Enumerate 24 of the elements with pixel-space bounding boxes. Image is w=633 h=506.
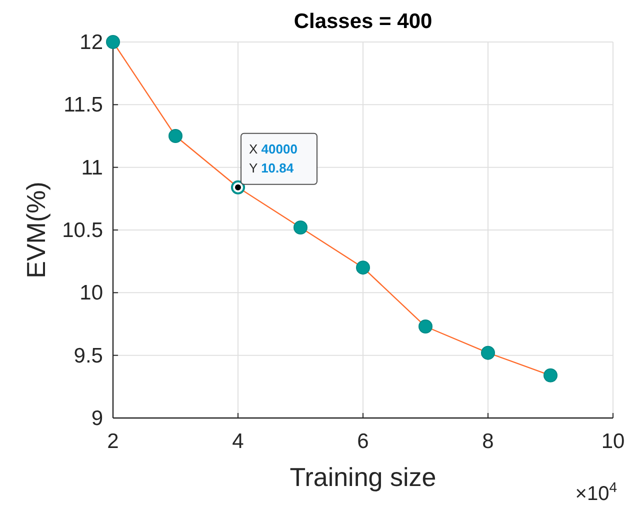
point [168,129,182,143]
y-tick-label: 10 [80,282,103,305]
point [544,368,558,382]
y-tick-label: 9.5 [74,344,103,368]
point [106,35,120,49]
x-axis-title: Training size [290,462,436,492]
point [294,220,308,234]
y-axis-title: EVM(%) [21,182,51,278]
chart-title: Classes = 400 [294,10,432,33]
x-tick-label: 10 [601,430,625,453]
y-tick-label: 10.5 [62,219,103,242]
point [481,346,495,360]
x-tick-label: 6 [357,430,369,453]
point [418,320,432,334]
x-tick-label: 4 [232,430,244,453]
x-tick-label: 2 [107,430,119,453]
x-tick-label: 8 [482,430,494,453]
y-tick-label: 11.5 [64,94,103,117]
text: ×10$^{4}$ [575,479,618,505]
point [356,260,370,275]
annotation: X 40000 Y 10.84 [249,141,298,176]
y-tick-label: 11 [81,156,103,180]
y-tick-label: 9 [91,407,103,430]
y-tick-label: 12 [80,31,103,54]
